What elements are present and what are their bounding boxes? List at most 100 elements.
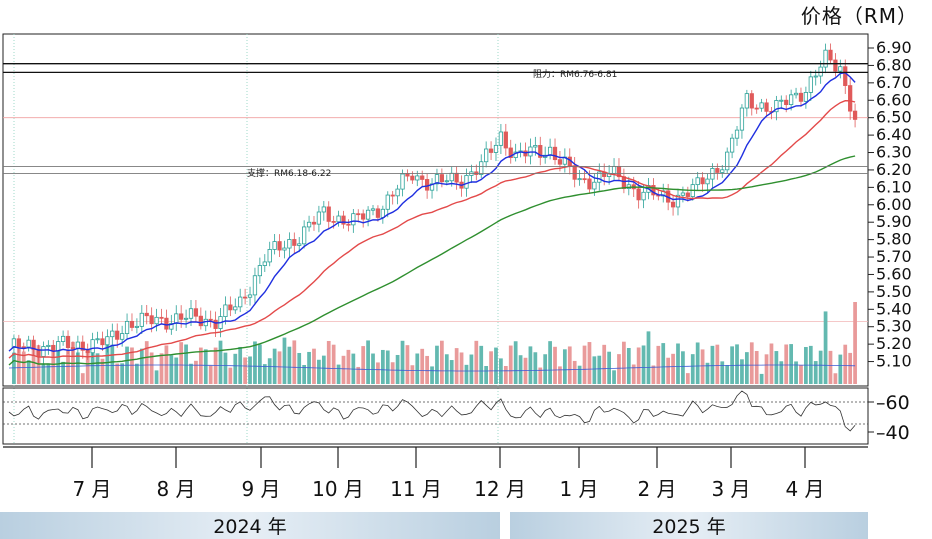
candle-body [31, 339, 36, 350]
volume-bar [326, 340, 331, 384]
candle-body [60, 335, 66, 342]
volume-bar [666, 357, 671, 384]
volume-bar [189, 363, 193, 384]
candle-body [277, 241, 282, 251]
ma-slow-line [8, 155, 856, 366]
volume-bar [139, 348, 144, 384]
volume-bar [592, 356, 597, 384]
volume-bar [410, 365, 415, 384]
volume-bar [341, 355, 346, 384]
volume-bar [464, 364, 469, 384]
candle-body [636, 188, 641, 201]
volume-bar [449, 360, 454, 384]
volume-bar [16, 342, 21, 384]
price-panel-border [2, 33, 869, 387]
volume-bar [494, 347, 498, 384]
volume-bar [371, 353, 375, 384]
volume-bar [661, 343, 666, 384]
price-axis-ticks: 6.906.806.706.606.506.406.306.206.106.00… [868, 38, 912, 371]
y-tick-label: 5.30 [876, 317, 912, 336]
volume-bar [248, 356, 252, 384]
candle-body [193, 308, 199, 317]
candle-body [395, 188, 400, 197]
candle-body [538, 145, 543, 158]
month-label: 1 月 [559, 477, 598, 501]
volume-bar [144, 341, 149, 384]
volume-bar [695, 342, 700, 384]
volume-bar [558, 366, 562, 384]
candle-body [803, 92, 809, 102]
candle-body [813, 75, 818, 78]
volume-bar [184, 344, 188, 384]
volume-bar [533, 352, 538, 384]
y-tick-label: 5.40 [876, 299, 912, 318]
volume-bar [130, 347, 134, 384]
candle-body [415, 175, 420, 181]
candle-body [11, 338, 17, 349]
volume-bar [562, 349, 567, 384]
volume-bar [110, 344, 115, 384]
candle-body [503, 131, 508, 149]
volume-bar [292, 340, 297, 384]
volume-bar [749, 342, 754, 384]
volume-bar [602, 344, 607, 384]
candle-body [798, 92, 804, 102]
candle-body [734, 129, 740, 139]
support-resistance-lines [3, 63, 868, 174]
volume-bar [169, 355, 174, 384]
volume-bar [346, 349, 351, 384]
candle-body [852, 110, 858, 120]
volume-bar [302, 364, 307, 384]
volume-bar [267, 358, 272, 384]
volume-bar [774, 351, 779, 384]
volume-bar [607, 351, 611, 384]
volume-bar [784, 344, 789, 384]
volume-bar [823, 311, 828, 384]
ma-mid-line [8, 99, 856, 359]
candle-body [587, 178, 592, 190]
candle-body [370, 208, 376, 211]
candle-body [70, 347, 76, 350]
candle-body [493, 144, 499, 153]
candle-body [700, 177, 705, 185]
volume-bar [395, 354, 400, 384]
candle-body [739, 107, 745, 131]
y-tick-label: 6.60 [876, 90, 912, 109]
month-label: 11 月 [390, 477, 442, 501]
volume-bar [474, 340, 479, 384]
candle-body [375, 208, 381, 218]
volume-bar [218, 340, 223, 384]
volume-bar [690, 354, 695, 384]
candle-body [272, 241, 277, 250]
volume-bar [66, 349, 70, 384]
volume-bar [725, 365, 730, 384]
y-tick-label: 5.70 [876, 247, 912, 266]
y-tick-label: 6.90 [876, 38, 912, 57]
candle-body [454, 172, 459, 183]
candle-body [247, 294, 253, 298]
candle-body [464, 175, 469, 189]
candle-body [744, 93, 749, 109]
volume-bar [769, 343, 774, 384]
volume-bar [597, 355, 602, 384]
volume-bar [179, 342, 184, 384]
volume-bar [484, 366, 489, 384]
volume-bar [440, 340, 444, 384]
candle-body [75, 341, 80, 349]
volume-bar [174, 357, 179, 384]
volume-bar [115, 363, 120, 384]
y-tick-label: 5.10 [876, 352, 912, 371]
volume-bar [548, 341, 552, 384]
volume-bar [336, 364, 341, 384]
year-band-2024: 2024 年 [0, 512, 500, 539]
volume-bar [194, 360, 198, 384]
rsi-tick-label: –60 [876, 392, 910, 414]
volume-bar [543, 354, 548, 384]
volume-bar [587, 342, 592, 384]
volume-bar [631, 364, 636, 384]
y-tick-label: 6.50 [876, 108, 912, 127]
candle-body [361, 213, 366, 220]
volume-bar [779, 361, 784, 384]
candle-body [169, 323, 174, 330]
candle-body [124, 320, 130, 334]
